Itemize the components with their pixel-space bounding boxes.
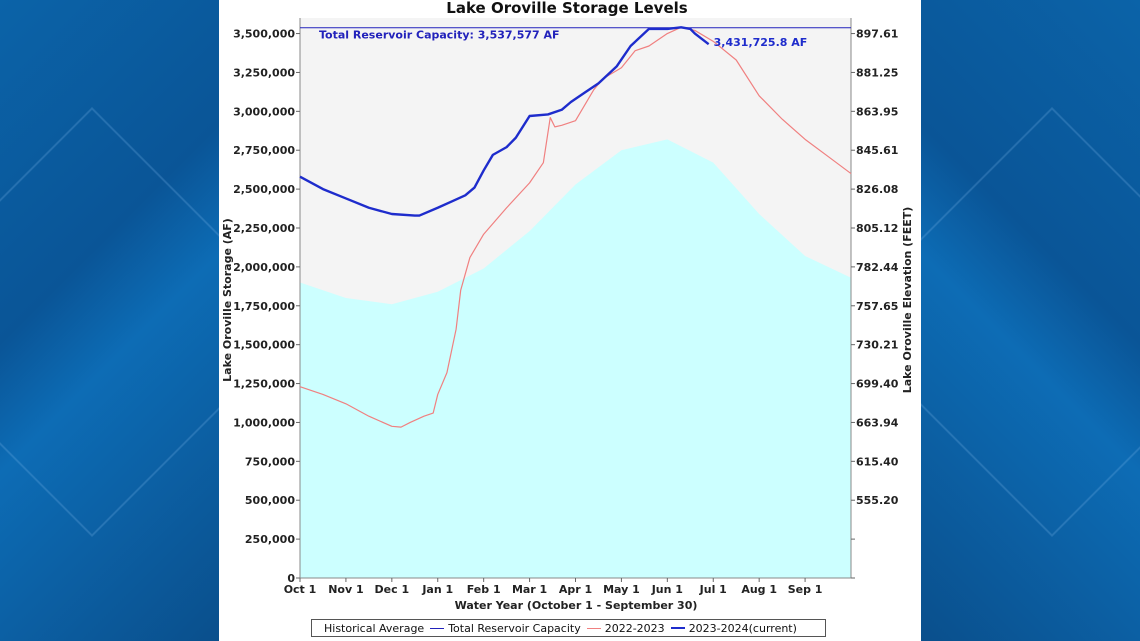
y-tick-label: 2,000,000 [233, 261, 295, 274]
legend-item: Total Reservoir Capacity [430, 622, 581, 635]
y-tick-label: 1,750,000 [233, 300, 295, 313]
y-tick-label: 0 [287, 572, 295, 585]
y2-axis-title: Lake Oroville Elevation (FEET) [901, 207, 914, 394]
y2-tick-label: 805.12 [856, 222, 898, 235]
chart-legend: Historical Average Total Reservoir Capaci… [311, 619, 826, 637]
legend-item: 2023-2024(current) [670, 621, 797, 635]
y2-tick-label: 897.61 [856, 28, 898, 41]
legend-swatch [430, 627, 445, 629]
x-tick-label: Jul 1 [699, 583, 727, 596]
y-tick-label: 2,750,000 [233, 144, 295, 157]
y-tick-label: 1,000,000 [233, 416, 295, 429]
series-2023-2024-line [299, 26, 710, 217]
y2-tick-label: 699.40 [856, 378, 899, 391]
y2-tick-label: 863.95 [856, 105, 898, 118]
x-tick-label: Sep 1 [788, 583, 823, 596]
x-tick-label: Jun 1 [651, 583, 683, 596]
x-axis-title: Water Year (October 1 - September 30) [455, 599, 698, 612]
chart-title: Lake Oroville Storage Levels [446, 0, 687, 17]
y-tick-label: 1,500,000 [233, 339, 295, 352]
y-tick-label: 3,250,000 [233, 66, 295, 79]
current-value-annotation: 3,431,725.8 AF [714, 36, 808, 49]
y2-tick-label: 615.40 [856, 455, 899, 468]
x-tick-label: Aug 1 [741, 583, 777, 596]
y-axis-title: Lake Oroville Storage (AF) [221, 218, 234, 382]
y2-tick-label: 881.25 [856, 66, 898, 79]
legend-item: 2022-2023 [586, 621, 665, 635]
x-tick-label: Jan 1 [421, 583, 453, 596]
legend-swatch [586, 627, 601, 629]
x-tick-label: Mar 1 [512, 583, 547, 596]
x-tick-label: May 1 [603, 583, 640, 596]
y2-tick-label: 826.08 [856, 183, 898, 196]
x-tick-label: Oct 1 [284, 583, 317, 596]
x-tick-label: Nov 1 [328, 583, 363, 596]
legend-item: Historical Average [324, 622, 424, 635]
y2-tick-label: 730.21 [856, 339, 898, 352]
legend-swatch [670, 627, 685, 629]
y-tick-label: 2,500,000 [233, 183, 295, 196]
x-tick-label: Apr 1 [559, 583, 592, 596]
capacity-annotation: Total Reservoir Capacity: 3,537,577 AF [319, 29, 560, 42]
y2-tick-label: 555.20 [856, 494, 899, 507]
x-tick-label: Feb 1 [467, 583, 501, 596]
y2-tick-label: 782.44 [856, 261, 899, 274]
legend-label: 2022-2023 [604, 621, 665, 635]
background-left-panel [0, 0, 219, 641]
y-tick-label: 250,000 [245, 533, 295, 546]
y2-tick-label: 663.94 [856, 416, 899, 429]
legend-label: Total Reservoir Capacity [448, 621, 581, 635]
series-2022-2023-line [299, 26, 852, 428]
legend-label: 2023-2024(current) [688, 621, 797, 635]
y-tick-label: 1,250,000 [233, 378, 295, 391]
legend-label: Historical Average [324, 621, 425, 635]
y-tick-label: 500,000 [245, 494, 295, 507]
y2-tick-label: 757.65 [856, 300, 898, 313]
y-tick-label: 2,250,000 [233, 222, 295, 235]
y-tick-label: 750,000 [245, 455, 295, 468]
historical-average-area [300, 139, 851, 579]
x-tick-label: Dec 1 [375, 583, 410, 596]
y2-tick-label: 845.61 [856, 144, 898, 157]
plot-area: 0 250,000 500,000 750,000 1,000,000 1,250,000… [233, 18, 899, 596]
background-right-panel [921, 0, 1140, 641]
y-tick-label: 3,500,000 [233, 28, 295, 41]
y-tick-label: 3,000,000 [233, 105, 295, 118]
